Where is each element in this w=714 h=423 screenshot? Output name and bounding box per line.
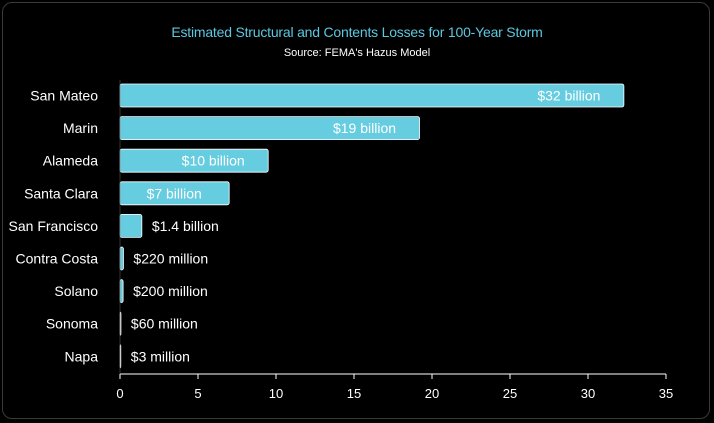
bar-contra-costa xyxy=(119,246,124,271)
x-tick-label-10: 10 xyxy=(269,386,283,401)
category-label-alameda: Alameda xyxy=(43,153,98,169)
x-tick-label-20: 20 xyxy=(425,386,439,401)
x-tick-label-30: 30 xyxy=(581,386,595,401)
category-label-san-mateo: San Mateo xyxy=(30,88,98,104)
category-label-marin: Marin xyxy=(63,120,98,136)
value-label-sonoma: $60 million xyxy=(131,316,198,332)
category-label-napa: Napa xyxy=(65,348,99,364)
value-label-santa-clara: $7 billion xyxy=(147,185,202,201)
value-label-san-mateo: $32 billion xyxy=(537,88,600,104)
x-tick-label-25: 25 xyxy=(503,386,517,401)
bar-solano xyxy=(119,279,124,304)
category-label-santa-clara: Santa Clara xyxy=(24,185,98,201)
bars-layer: San Mateo $32 billion Marin $19 billion Alam… xyxy=(9,83,625,369)
category-label-solano: Solano xyxy=(54,283,98,299)
x-tick-label-35: 35 xyxy=(659,386,673,401)
x-axis: 0 5 10 15 20 25 30 35 xyxy=(116,80,673,401)
x-tick-label-15: 15 xyxy=(347,386,361,401)
category-label-contra-costa: Contra Costa xyxy=(16,251,99,267)
value-label-marin: $19 billion xyxy=(333,120,396,136)
x-tick-label-0: 0 xyxy=(116,386,123,401)
category-label-san-francisco: San Francisco xyxy=(9,218,99,234)
x-tick-label-5: 5 xyxy=(194,386,201,401)
value-label-solano: $200 million xyxy=(133,283,208,299)
bar-san-francisco xyxy=(119,213,143,238)
category-label-sonoma: Sonoma xyxy=(46,316,98,332)
value-label-contra-costa: $220 million xyxy=(133,251,208,267)
value-label-alameda: $10 billion xyxy=(182,153,245,169)
chart-title: Estimated Structural and Contents Losses… xyxy=(171,24,543,40)
value-label-san-francisco: $1.4 billion xyxy=(152,218,219,234)
chart-subtitle: Source: FEMA's Hazus Model xyxy=(283,47,431,59)
value-label-napa: $3 million xyxy=(131,348,190,364)
